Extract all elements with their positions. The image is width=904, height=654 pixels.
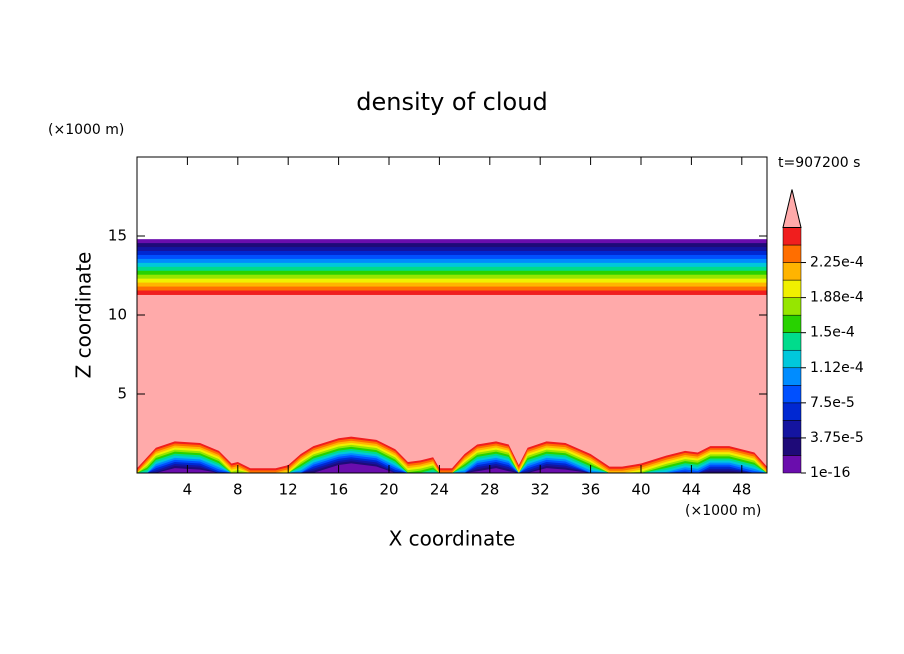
upper-band — [137, 286, 767, 292]
upper-band — [137, 258, 767, 264]
x-tick-label: 44 — [682, 481, 701, 499]
x-tick-label: 20 — [379, 481, 398, 499]
colorbar-band — [782, 332, 802, 351]
colorbar-tick-label: 1.5e-4 — [810, 325, 855, 341]
colorbar-tick-label: 1.88e-4 — [810, 290, 864, 306]
x-unit: (×1000 m) — [685, 503, 761, 519]
upper-band — [137, 290, 767, 295]
colorbar-band — [782, 349, 802, 369]
y-axis-title: Z coordinate — [72, 252, 96, 379]
upper-band — [137, 254, 767, 260]
y-unit: (×1000 m) — [48, 122, 124, 138]
colorbar-band — [782, 455, 802, 474]
colorbar-band — [782, 279, 802, 298]
surface-band — [137, 440, 767, 473]
upper-band — [137, 270, 767, 276]
x-tick-label: 48 — [732, 481, 751, 499]
axes: 4 8 12 16 20 24 28 32 36 40 44 48510151e-163.75e-57… — [108, 156, 864, 499]
colorbar-band — [782, 297, 802, 316]
upper-band — [137, 262, 767, 268]
time-label: t=907200 s — [778, 155, 860, 171]
x-tick-label: 16 — [329, 481, 348, 499]
upper-band — [137, 274, 767, 280]
over-region — [137, 294, 767, 473]
colorbar-tick-label: 1.12e-4 — [810, 360, 864, 376]
colorbar-band — [782, 437, 802, 456]
x-tick-label: 12 — [279, 481, 298, 499]
x-tick-label: 8 — [233, 481, 243, 499]
colorbar-tick-label: 3.75e-5 — [810, 430, 864, 446]
colorbar-band — [782, 402, 802, 421]
x-tick-label: 36 — [581, 481, 600, 499]
colorbar-tick-label: 1e-16 — [810, 465, 850, 481]
colorbar-extension — [782, 189, 802, 228]
colorbar-band — [782, 262, 802, 281]
upper-band — [137, 239, 767, 244]
x-tick-label: 24 — [430, 481, 449, 499]
colorbar-band — [782, 314, 802, 333]
upper-band — [137, 266, 767, 272]
x-tick-label: 32 — [531, 481, 550, 499]
x-tick-label: 28 — [480, 481, 499, 499]
x-axis-title: X coordinate — [389, 527, 516, 551]
upper-band — [137, 282, 767, 288]
x-tick-label: 4 — [183, 481, 193, 499]
colorbar-band — [782, 227, 802, 246]
surface-band — [137, 463, 767, 473]
chart-title: density of cloud — [356, 88, 547, 116]
colorbar-band — [782, 385, 802, 404]
colorbar-tick-label: 2.25e-4 — [810, 255, 864, 271]
upper-band — [137, 278, 767, 284]
y-tick-label: 10 — [108, 306, 127, 324]
y-tick-label: 5 — [117, 385, 127, 403]
upper-band — [137, 247, 767, 252]
colorbar-band — [782, 367, 802, 386]
y-tick-label: 15 — [108, 227, 127, 245]
colorbar-tick-label: 7.5e-5 — [810, 395, 855, 411]
plot-area — [137, 239, 767, 473]
colorbar-band — [782, 244, 802, 263]
upper-band — [137, 243, 767, 248]
colorbar-band — [782, 420, 802, 439]
x-tick-label: 40 — [631, 481, 650, 499]
upper-band — [137, 251, 767, 256]
